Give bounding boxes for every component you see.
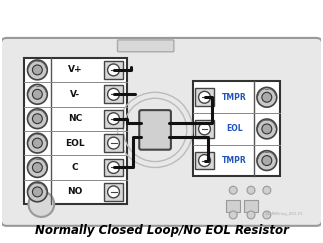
Circle shape (27, 84, 47, 104)
Circle shape (108, 162, 120, 174)
Circle shape (257, 119, 277, 139)
Circle shape (32, 187, 42, 197)
Bar (104, 85, 123, 103)
Circle shape (27, 182, 47, 202)
Circle shape (108, 64, 120, 76)
Circle shape (199, 155, 211, 166)
Circle shape (247, 186, 255, 194)
Bar (104, 159, 123, 176)
Bar (195, 152, 214, 169)
Text: V-: V- (70, 90, 80, 99)
Text: EOL: EOL (65, 139, 85, 148)
Text: TMPR: TMPR (222, 156, 246, 165)
Circle shape (257, 87, 277, 107)
Text: NO: NO (67, 187, 83, 196)
Text: EOL: EOL (226, 124, 243, 133)
Circle shape (32, 163, 42, 173)
Circle shape (28, 191, 54, 217)
Bar (195, 88, 214, 106)
Circle shape (257, 151, 277, 170)
Circle shape (27, 109, 47, 129)
Bar (244, 200, 258, 212)
Bar (104, 183, 123, 201)
Text: C: C (72, 163, 78, 172)
Circle shape (32, 65, 42, 75)
Circle shape (199, 91, 211, 103)
Circle shape (32, 89, 42, 99)
Text: Normally Closed Loop/No EOL Resistor: Normally Closed Loop/No EOL Resistor (35, 224, 288, 237)
Circle shape (32, 138, 42, 148)
Text: TMPR: TMPR (222, 93, 246, 102)
Circle shape (263, 186, 271, 194)
Circle shape (27, 133, 47, 153)
Circle shape (262, 92, 272, 102)
Bar (104, 134, 123, 152)
Circle shape (27, 60, 47, 80)
Circle shape (247, 211, 255, 219)
Bar (226, 200, 240, 212)
Bar (104, 110, 123, 128)
Bar (24, 58, 127, 204)
Circle shape (229, 186, 237, 194)
FancyBboxPatch shape (1, 38, 322, 226)
Circle shape (108, 113, 120, 125)
Text: 143BWiring_001-V1: 143BWiring_001-V1 (265, 212, 303, 216)
Bar (195, 120, 214, 138)
Text: V+: V+ (68, 65, 82, 74)
Circle shape (108, 137, 120, 149)
Circle shape (229, 211, 237, 219)
Circle shape (263, 211, 271, 219)
Circle shape (108, 186, 120, 198)
Bar (104, 61, 123, 79)
Circle shape (262, 156, 272, 165)
Circle shape (108, 88, 120, 100)
Text: NC: NC (68, 114, 82, 123)
FancyBboxPatch shape (139, 110, 171, 150)
Circle shape (262, 124, 272, 134)
Circle shape (27, 158, 47, 177)
FancyBboxPatch shape (118, 40, 174, 52)
Circle shape (32, 114, 42, 124)
Bar (193, 81, 280, 176)
Circle shape (199, 123, 211, 135)
